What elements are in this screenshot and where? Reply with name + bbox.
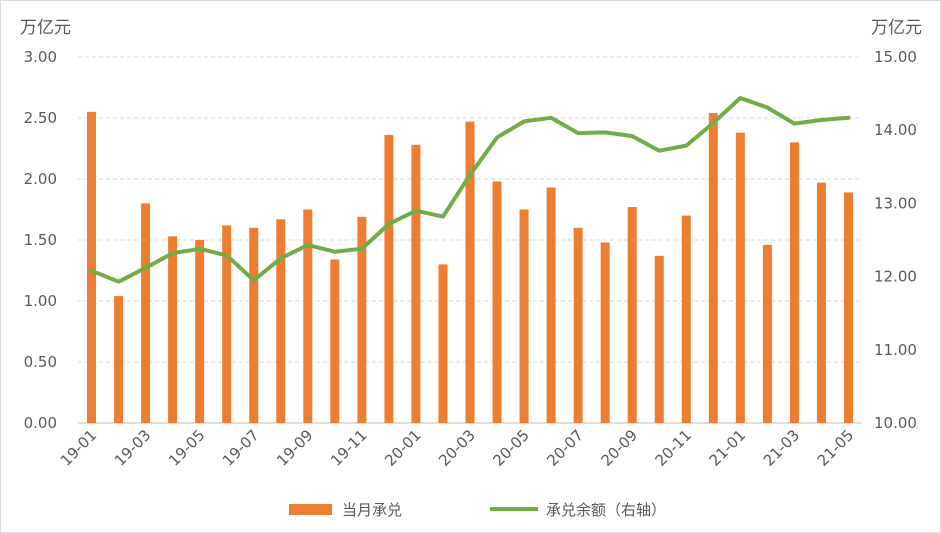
bar xyxy=(249,227,259,423)
x-tick-label: 20-05 xyxy=(489,426,533,470)
legend-bar-label: 当月承兑 xyxy=(342,501,402,519)
bar xyxy=(114,296,124,423)
right-axis-unit: 万亿元 xyxy=(871,18,922,38)
bar xyxy=(627,207,637,423)
x-tick-label: 19-03 xyxy=(111,426,155,470)
x-tick-label: 20-09 xyxy=(597,426,641,470)
x-tick-label: 19-11 xyxy=(327,426,371,470)
left-tick-label: 1.50 xyxy=(24,231,57,249)
right-tick-label: 15.00 xyxy=(874,48,917,66)
bar xyxy=(843,192,853,423)
bar xyxy=(492,181,502,423)
bar xyxy=(600,242,610,423)
right-tick-label: 12.00 xyxy=(874,268,917,286)
bar xyxy=(222,225,232,423)
x-tick-label: 20-07 xyxy=(543,426,587,470)
left-tick-label: 0.50 xyxy=(24,353,57,371)
legend: 当月承兑 承兑余额（右轴） xyxy=(289,501,666,519)
bar xyxy=(762,244,772,423)
bar xyxy=(195,240,205,423)
x-tick-label: 21-05 xyxy=(814,426,858,470)
bar xyxy=(168,236,178,423)
x-axis-ticks: 19-01 19-03 19-05 19-07 19-09 19-11 20-01 20-03… xyxy=(57,426,858,470)
legend-line-label: 承兑余额（右轴） xyxy=(546,501,666,519)
bar xyxy=(303,209,313,423)
left-tick-label: 2.00 xyxy=(24,170,57,188)
bar-series-group xyxy=(87,111,853,424)
right-tick-label: 14.00 xyxy=(874,121,917,139)
x-tick-label: 20-11 xyxy=(652,426,696,470)
bar xyxy=(735,132,745,423)
right-axis-ticks: 10.00 11.00 12.00 13.00 14.00 15.00 xyxy=(874,48,917,432)
x-tick-label: 19-01 xyxy=(57,426,101,470)
bar xyxy=(438,264,448,423)
bar xyxy=(384,135,394,423)
bar xyxy=(519,209,529,423)
x-tick-label: 19-07 xyxy=(219,426,263,470)
bar xyxy=(276,219,286,423)
bar xyxy=(87,111,97,424)
x-tick-label: 19-09 xyxy=(273,426,317,470)
x-tick-label: 21-01 xyxy=(706,426,750,470)
right-tick-label: 11.00 xyxy=(874,341,917,359)
bar xyxy=(654,255,664,423)
right-tick-label: 10.00 xyxy=(874,414,917,432)
bar xyxy=(465,121,475,423)
bar xyxy=(708,113,718,424)
right-tick-label: 13.00 xyxy=(874,194,917,212)
x-tick-label: 19-05 xyxy=(165,426,209,470)
bar xyxy=(411,144,421,423)
x-tick-label: 20-03 xyxy=(435,426,479,470)
bar xyxy=(330,259,340,423)
line-series-group xyxy=(89,96,851,284)
bar xyxy=(816,182,826,423)
left-axis-ticks: 0.00 0.50 1.00 1.50 2.00 2.50 3.00 xyxy=(24,48,57,432)
left-tick-label: 0.00 xyxy=(24,414,57,432)
left-tick-label: 3.00 xyxy=(24,48,57,66)
left-axis-unit: 万亿元 xyxy=(20,18,71,38)
x-tick-label: 20-01 xyxy=(381,426,425,470)
bar xyxy=(681,215,691,423)
bar xyxy=(546,187,556,423)
legend-bar-swatch xyxy=(289,504,332,515)
x-tick-label: 21-03 xyxy=(760,426,804,470)
left-tick-label: 2.50 xyxy=(24,109,57,127)
bar xyxy=(141,203,151,423)
bar xyxy=(357,216,367,423)
line-series xyxy=(89,96,851,284)
bar xyxy=(573,227,583,423)
bar xyxy=(789,142,799,423)
left-tick-label: 1.00 xyxy=(24,292,57,310)
